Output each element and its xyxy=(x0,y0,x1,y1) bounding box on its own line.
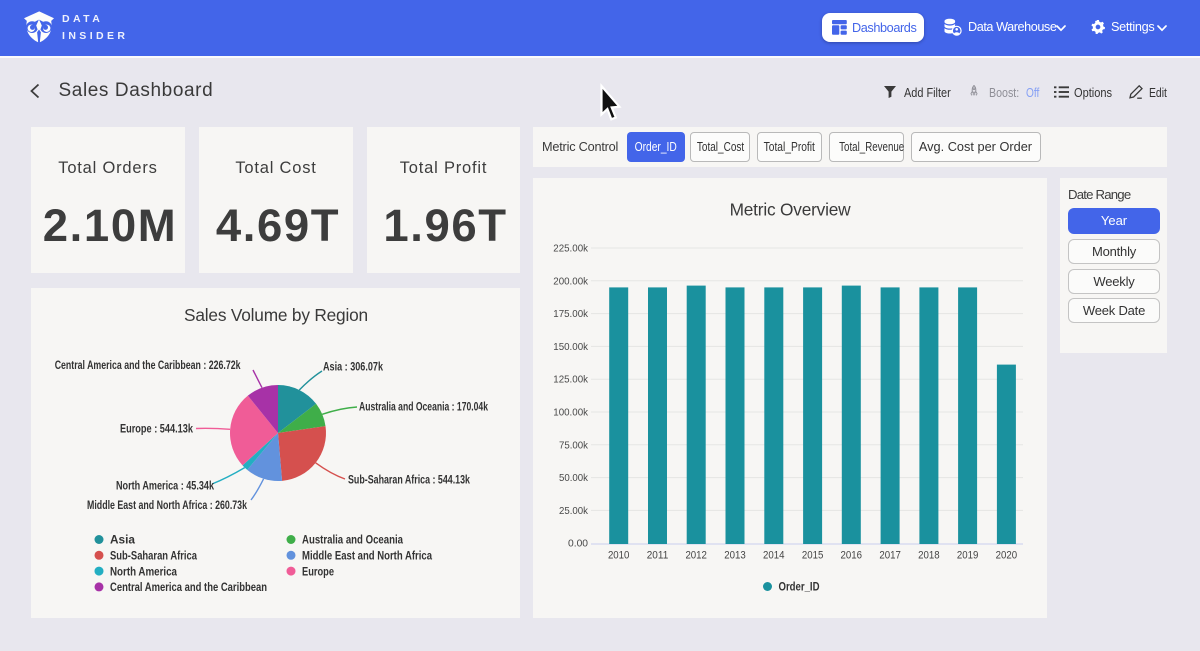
svg-text:200.00k: 200.00k xyxy=(553,275,588,287)
svg-text:225.00k: 225.00k xyxy=(553,243,588,255)
svg-text:Australia and Oceania : 170.04: Australia and Oceania : 170.04k xyxy=(359,401,488,413)
svg-text:Metric Overview: Metric Overview xyxy=(730,200,852,220)
svg-text:2016: 2016 xyxy=(841,550,863,562)
svg-text:Middle East and North Africa: Middle East and North Africa xyxy=(302,549,432,563)
svg-text:150.00k: 150.00k xyxy=(553,341,588,353)
svg-text:25.00k: 25.00k xyxy=(559,505,589,517)
svg-text:2010: 2010 xyxy=(608,550,630,562)
svg-text:2012: 2012 xyxy=(685,550,707,562)
svg-text:North America: North America xyxy=(110,564,177,578)
svg-text:2019: 2019 xyxy=(957,550,979,562)
svg-text:75.00k: 75.00k xyxy=(559,439,589,451)
svg-text:Asia: Asia xyxy=(110,533,135,547)
svg-text:North America : 45.34k: North America : 45.34k xyxy=(116,481,214,493)
svg-text:Europe : 544.13k: Europe : 544.13k xyxy=(120,423,193,435)
svg-text:2014: 2014 xyxy=(763,550,785,562)
svg-text:175.00k: 175.00k xyxy=(553,308,588,320)
svg-text:Middle East and North Africa :: Middle East and North Africa : 260.73k xyxy=(87,500,247,512)
svg-text:Central America and the Caribb: Central America and the Caribbean xyxy=(110,580,267,594)
svg-text:2011: 2011 xyxy=(647,550,669,562)
svg-text:Sub-Saharan Africa : 544.13k: Sub-Saharan Africa : 544.13k xyxy=(348,474,470,486)
svg-text:2020: 2020 xyxy=(996,550,1018,562)
svg-text:50.00k: 50.00k xyxy=(559,472,589,484)
svg-text:Australia and Oceania: Australia and Oceania xyxy=(302,533,403,547)
svg-text:100.00k: 100.00k xyxy=(553,407,588,419)
svg-text:Sales Volume by Region: Sales Volume by Region xyxy=(184,305,368,325)
svg-text:Central America and the Caribb: Central America and the Caribbean : 226.… xyxy=(55,360,241,372)
svg-text:Asia : 306.07k: Asia : 306.07k xyxy=(323,362,383,374)
svg-text:2015: 2015 xyxy=(802,550,824,562)
svg-text:Sub-Saharan Africa: Sub-Saharan Africa xyxy=(110,549,197,563)
svg-text:125.00k: 125.00k xyxy=(553,374,588,386)
svg-text:Order_ID: Order_ID xyxy=(779,580,820,594)
svg-text:2018: 2018 xyxy=(918,550,940,562)
svg-text:2013: 2013 xyxy=(724,550,746,562)
svg-text:Europe: Europe xyxy=(302,564,334,578)
svg-text:2017: 2017 xyxy=(879,550,901,562)
svg-text:0.00: 0.00 xyxy=(568,538,588,550)
